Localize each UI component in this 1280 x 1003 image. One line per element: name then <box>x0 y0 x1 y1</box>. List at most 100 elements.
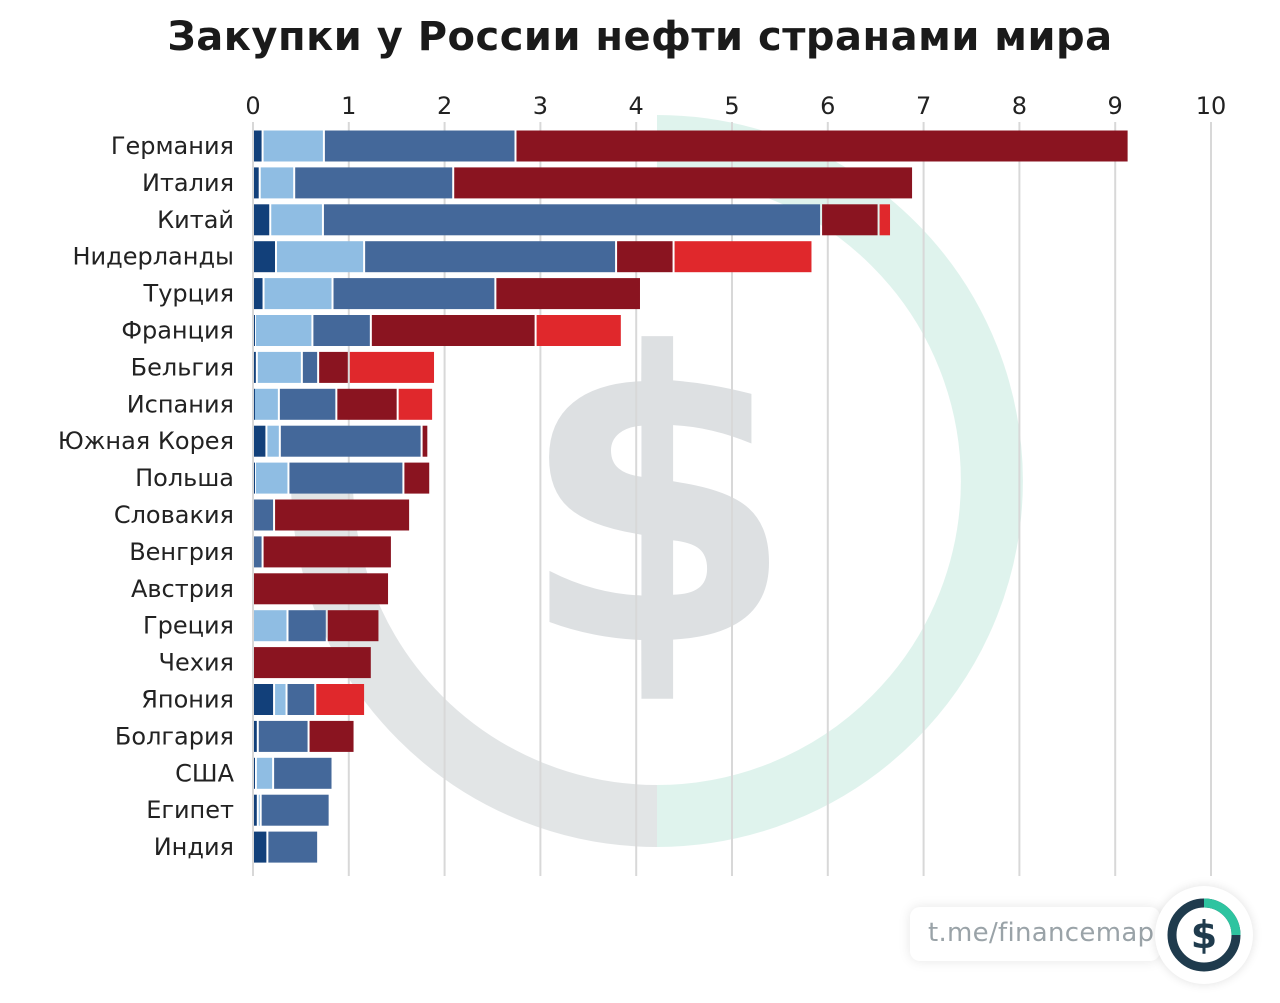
chart-title: Закупки у России нефти странами мира <box>167 14 1113 60</box>
bar-segment <box>302 351 318 383</box>
bar-segment <box>268 831 318 863</box>
x-tick-label: 0 <box>245 92 260 120</box>
bar-segment <box>324 130 515 162</box>
bar-segment <box>365 241 616 273</box>
category-label: Франция <box>121 317 234 345</box>
watermark-dollar-icon: $ <box>518 270 796 735</box>
category-label: Германия <box>111 132 234 160</box>
bar-segment <box>254 388 278 420</box>
category-label: Италия <box>142 169 234 197</box>
bar-segment <box>404 462 430 494</box>
category-label: США <box>175 759 234 787</box>
bar-segment <box>422 425 428 457</box>
bar-segment <box>256 757 273 789</box>
bar-segment <box>275 499 410 531</box>
category-label: Словакия <box>114 501 234 529</box>
bar-segment <box>349 351 435 383</box>
bar-segment <box>313 315 370 346</box>
category-label: Индия <box>154 833 234 861</box>
bar-segment <box>257 351 301 383</box>
x-tick-label: 10 <box>1196 92 1227 120</box>
bar-segment <box>295 167 453 199</box>
dollar-circle-logo-icon: $ <box>1167 898 1241 972</box>
source-link[interactable]: t.me/financemap <box>928 918 1155 948</box>
bar-segment <box>263 536 391 568</box>
bar-segment <box>254 720 257 752</box>
bar-segment <box>254 315 255 346</box>
svg-text:$: $ <box>1191 913 1217 957</box>
bar-segment <box>454 167 913 199</box>
bars <box>254 130 1128 863</box>
category-label: Австрия <box>131 575 234 603</box>
bar-segment <box>879 204 891 236</box>
category-label: Южная Корея <box>58 427 234 455</box>
bar-segment <box>280 425 421 457</box>
bar-segment <box>255 462 288 494</box>
bar-segment <box>279 388 336 420</box>
bar-segment <box>254 204 270 236</box>
category-label: Греция <box>143 612 234 640</box>
bar-segment <box>254 831 267 863</box>
bar-segment <box>261 794 329 826</box>
bar-segment <box>260 167 294 199</box>
bar-segment <box>267 425 279 457</box>
bar-segment <box>323 204 821 236</box>
bar-segment <box>316 684 365 715</box>
category-label: Китай <box>157 206 234 234</box>
bar-segment <box>254 536 262 568</box>
source-badge[interactable] <box>910 907 1160 961</box>
bar-segment <box>371 315 535 346</box>
x-tick-label: 9 <box>1108 92 1123 120</box>
category-label: Бельгия <box>131 353 234 381</box>
bar-segment <box>254 278 263 310</box>
bar-segment <box>254 684 274 715</box>
bar-segment <box>254 462 255 494</box>
bar-segment <box>254 757 255 789</box>
x-tick-label: 4 <box>629 92 644 120</box>
bar-segment <box>254 351 256 383</box>
x-tick-label: 2 <box>437 92 452 120</box>
bar-segment <box>309 720 354 752</box>
bar-segment <box>274 757 332 789</box>
category-label: Чехия <box>159 649 234 677</box>
x-tick-label: 3 <box>533 92 548 120</box>
bar-segment <box>254 167 259 199</box>
bar-segment <box>258 794 260 826</box>
bar-segment <box>287 684 315 715</box>
category-label: Польша <box>135 464 234 492</box>
y-axis-categories: Германия Италия Китай Нидерланды Турция Франц… <box>58 132 235 861</box>
bar-segment <box>264 278 332 310</box>
bar-segment <box>617 241 673 273</box>
bar-segment <box>254 388 255 420</box>
category-label: Испания <box>127 390 234 418</box>
bar-segment <box>254 647 371 679</box>
bar-segment <box>254 573 389 605</box>
bar-segment <box>263 130 323 162</box>
bar-segment <box>674 241 812 273</box>
category-label: Египет <box>146 796 234 824</box>
x-axis-ticks: 0 1 2 3 4 5 6 7 8 9 10 <box>245 92 1226 120</box>
x-tick-label: 5 <box>724 92 739 120</box>
bar-segment <box>337 388 397 420</box>
x-tick-label: 1 <box>341 92 356 120</box>
bar-segment <box>536 315 621 346</box>
bar-segment <box>254 499 274 531</box>
bar-segment <box>288 610 326 642</box>
bar-segment <box>333 278 495 310</box>
category-label: Венгрия <box>129 538 234 566</box>
bar-segment <box>289 462 403 494</box>
bar-segment <box>271 204 322 236</box>
bar-segment <box>254 425 266 457</box>
brand-logo[interactable]: $ <box>1155 886 1253 984</box>
category-label: Турция <box>143 280 234 308</box>
bar-segment <box>319 351 348 383</box>
bar-segment <box>822 204 878 236</box>
bar-segment <box>254 241 275 273</box>
bar-segment <box>254 794 257 826</box>
category-label: Нидерланды <box>72 243 234 271</box>
bar-segment <box>516 130 1128 162</box>
x-tick-label: 6 <box>820 92 835 120</box>
bar-segment <box>398 388 433 420</box>
bar-segment <box>276 241 364 273</box>
